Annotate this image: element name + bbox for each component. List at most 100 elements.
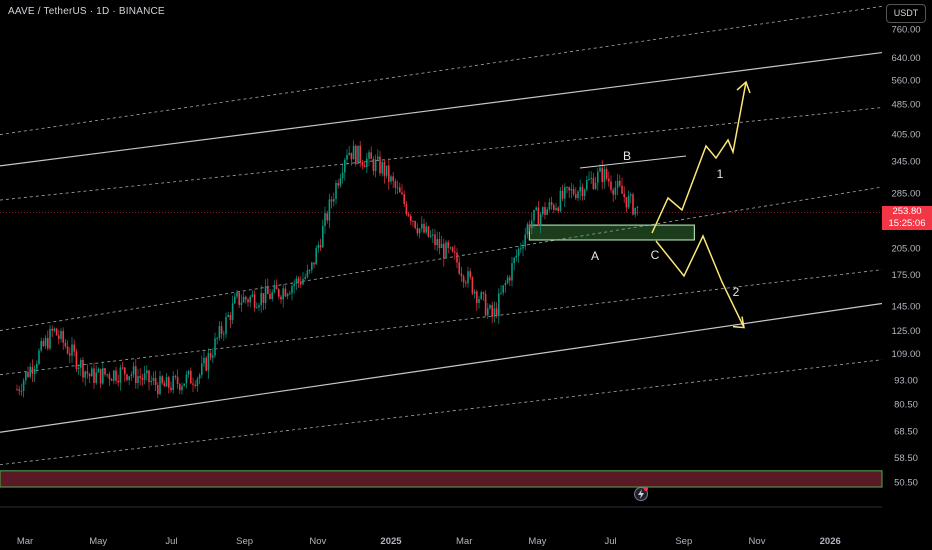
candle-body bbox=[467, 271, 469, 284]
candle-body bbox=[40, 340, 42, 351]
candle-body bbox=[352, 145, 355, 160]
wave-label: A bbox=[591, 249, 599, 263]
y-tick-label: 640.00 bbox=[891, 53, 920, 64]
candle-body bbox=[242, 296, 245, 303]
y-tick-label: 58.50 bbox=[894, 453, 918, 464]
y-tick-label: 760.00 bbox=[891, 25, 920, 36]
x-tick-label: Jul bbox=[165, 536, 177, 547]
candle-body bbox=[484, 293, 487, 316]
candle-body bbox=[311, 262, 313, 270]
candle-body bbox=[73, 344, 75, 352]
x-tick-label: Sep bbox=[675, 536, 692, 547]
price-zones bbox=[0, 224, 883, 488]
candle-body bbox=[564, 187, 566, 199]
candle-body bbox=[220, 326, 223, 334]
candle-body bbox=[119, 367, 122, 383]
candle-body bbox=[117, 380, 119, 383]
scenario-2-path bbox=[655, 234, 745, 328]
candle-body bbox=[293, 283, 295, 286]
candle-body bbox=[399, 187, 401, 193]
candle-body bbox=[42, 340, 45, 346]
candle-body bbox=[504, 283, 507, 286]
candle-body bbox=[25, 371, 27, 381]
candle-body bbox=[473, 291, 476, 294]
y-tick-label: 80.50 bbox=[894, 400, 918, 411]
candle-body bbox=[346, 154, 348, 160]
candle-body bbox=[535, 207, 537, 210]
candle-body bbox=[49, 328, 51, 349]
candle-body bbox=[333, 199, 335, 202]
candle-body bbox=[16, 389, 18, 391]
candle-body bbox=[520, 248, 522, 250]
candle-body bbox=[458, 262, 460, 274]
time-axis[interactable]: Mar May Jul Sep Nov 2025 Mar May Jul Sep Nov 2026 bbox=[0, 506, 882, 547]
candle-body bbox=[339, 178, 342, 186]
candle-body bbox=[588, 178, 590, 181]
candle-body bbox=[533, 209, 535, 221]
candle-body bbox=[528, 224, 531, 229]
candle-body bbox=[561, 190, 564, 199]
scenario-2-arrowhead bbox=[732, 316, 745, 329]
candle-body bbox=[27, 371, 29, 377]
candle-body bbox=[58, 335, 60, 339]
candle-body bbox=[328, 199, 331, 221]
candle-body bbox=[86, 371, 89, 374]
candle-body bbox=[115, 370, 117, 381]
lightning-icon[interactable] bbox=[634, 487, 649, 501]
candle-body bbox=[526, 224, 529, 235]
candle-body bbox=[247, 299, 249, 303]
candle-body bbox=[608, 178, 610, 182]
wave-label: 2 bbox=[733, 285, 740, 299]
candle-body bbox=[480, 292, 482, 300]
candle-body bbox=[29, 366, 31, 377]
x-tick-label: Nov bbox=[749, 536, 766, 547]
candle-body bbox=[605, 169, 608, 179]
channel-dotted-top bbox=[0, 6, 883, 135]
candle-body bbox=[234, 296, 236, 304]
candle-body bbox=[456, 252, 458, 263]
wave-labels: A B C 1 2 bbox=[591, 149, 740, 299]
candle-body bbox=[135, 366, 137, 383]
candle-body bbox=[324, 213, 326, 226]
candle-body bbox=[506, 277, 509, 284]
price-axis[interactable]: 760.00 640.00 560.00 485.00 405.00 345.00 285.… bbox=[891, 25, 920, 489]
candle-body bbox=[245, 296, 247, 300]
candle-body bbox=[150, 380, 152, 383]
candle-body bbox=[383, 162, 386, 176]
y-tick-label: 405.00 bbox=[891, 130, 920, 141]
candle-body bbox=[179, 384, 181, 391]
candle-body bbox=[555, 207, 557, 210]
trend-channels bbox=[0, 6, 883, 466]
candle-body bbox=[137, 376, 139, 383]
candle-body bbox=[443, 243, 445, 259]
y-tick-label: 50.50 bbox=[894, 478, 918, 489]
candle-body bbox=[335, 183, 337, 200]
support-zone-box[interactable] bbox=[528, 224, 696, 241]
candle-body bbox=[264, 286, 267, 303]
symbol-title[interactable]: AAVE / TetherUS · 1D · BINANCE bbox=[8, 6, 165, 17]
y-tick-label: 285.00 bbox=[891, 188, 920, 199]
candle-body bbox=[82, 359, 84, 378]
candle-body bbox=[524, 234, 526, 247]
currency-button[interactable]: USDT bbox=[886, 4, 926, 23]
candle-body bbox=[493, 308, 496, 317]
candle-body bbox=[238, 292, 240, 305]
candle-body bbox=[597, 171, 599, 183]
candle-body bbox=[392, 176, 394, 182]
candle-body bbox=[416, 228, 419, 234]
candle-body bbox=[412, 220, 414, 222]
candle-body bbox=[291, 285, 293, 294]
candle-body bbox=[256, 307, 258, 309]
candle-body bbox=[121, 367, 124, 369]
candle-body bbox=[229, 315, 232, 321]
candle-body bbox=[542, 207, 544, 215]
candle-body bbox=[170, 387, 172, 391]
candle-body bbox=[258, 305, 260, 308]
candle-body bbox=[469, 271, 471, 278]
candle-body bbox=[88, 373, 91, 377]
candle-body bbox=[460, 273, 463, 277]
y-tick-label: 145.00 bbox=[891, 301, 920, 312]
candle-body bbox=[317, 245, 320, 249]
candle-body bbox=[66, 346, 69, 354]
